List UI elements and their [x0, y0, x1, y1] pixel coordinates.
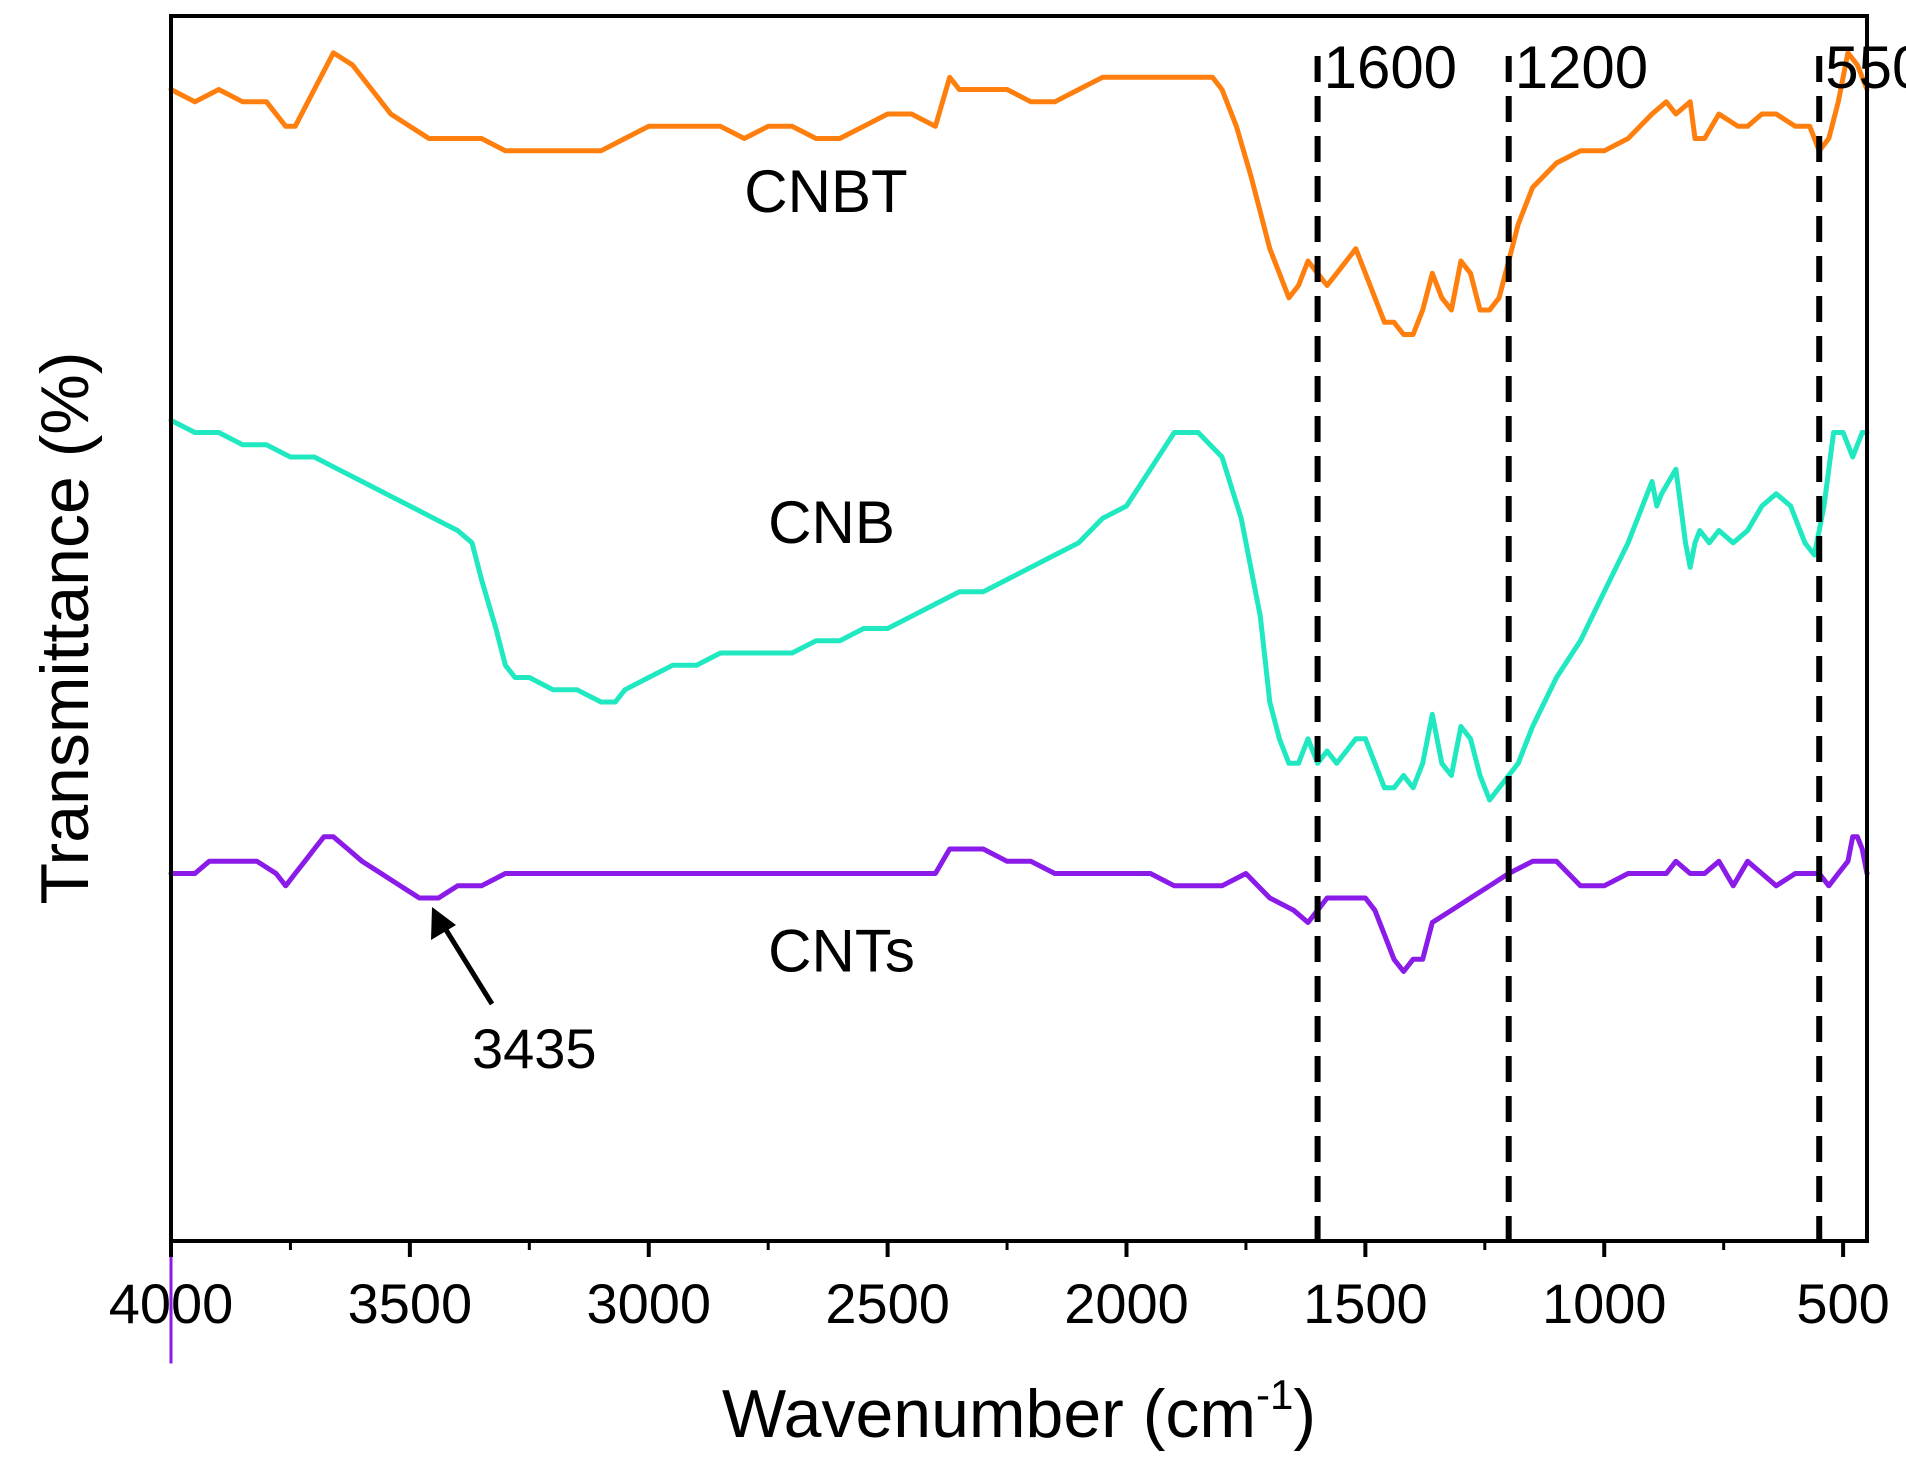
- x-tick-label-3500: 3500: [348, 1272, 473, 1335]
- x-axis-title: Wavenumber (cm-1): [722, 1371, 1316, 1452]
- x-tick-label-4000: 4000: [109, 1272, 234, 1335]
- x-tick-label-500: 500: [1796, 1272, 1889, 1335]
- series-line-cnb: [168, 417, 1870, 803]
- x-tick-label-2000: 2000: [1064, 1272, 1189, 1335]
- peak-annotation: 3435: [431, 907, 597, 1080]
- x-tick-label-1000: 1000: [1542, 1272, 1667, 1335]
- x-tick-label-1500: 1500: [1303, 1272, 1428, 1335]
- series-label-cnb: CNB: [768, 489, 895, 556]
- annotation-arrow-head: [431, 907, 456, 940]
- reference-label-1600: 1600: [1324, 34, 1457, 101]
- series-label-cnbt: CNBT: [744, 158, 907, 225]
- series-labels: CNBT CNB CNTs: [744, 158, 915, 985]
- annotation-label: 3435: [472, 1017, 597, 1080]
- series-label-cnts: CNTs: [768, 918, 915, 985]
- x-tick-label-2500: 2500: [825, 1272, 950, 1335]
- series-layer: [168, 50, 1870, 1364]
- x-axis: 4000 3500 3000 2500 2000 1500 1000 500: [109, 1241, 1890, 1335]
- reference-lines: 16001200550: [1314, 34, 1906, 1241]
- series-line-cnbt: [168, 50, 1870, 337]
- x-tick-label-3000: 3000: [586, 1272, 711, 1335]
- y-axis-title: Transmittance (%): [27, 352, 103, 905]
- plot-frame: [169, 14, 1869, 1243]
- annotation-arrow-shaft: [440, 923, 495, 1006]
- x-axis-title-superscript: -1: [1256, 1371, 1293, 1418]
- reference-label-1200: 1200: [1515, 34, 1648, 101]
- series-line-cnts: [168, 834, 1870, 974]
